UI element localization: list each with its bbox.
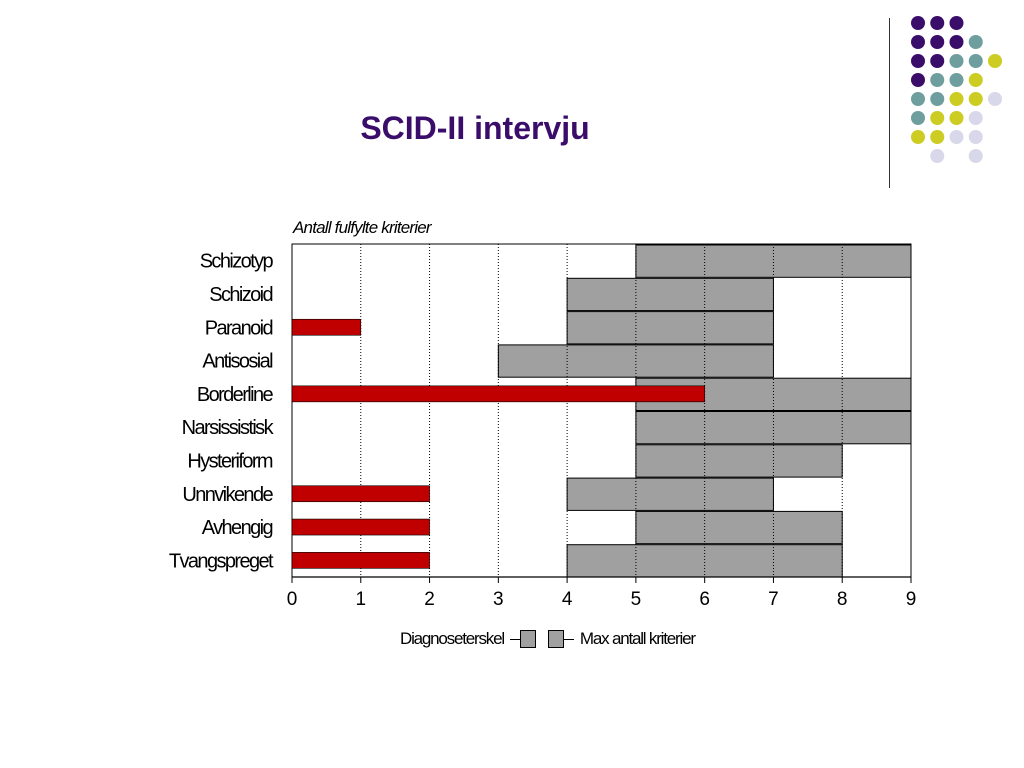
- decorative-dot: [911, 111, 925, 125]
- decorative-dot: [930, 111, 945, 125]
- x-tick-label: 4: [562, 589, 573, 610]
- decorative-dot: [911, 73, 925, 87]
- decorative-dot: [949, 35, 964, 49]
- value-bar: [291, 318, 362, 336]
- decorative-dot: [911, 35, 925, 49]
- range-bar: [635, 510, 843, 545]
- decorative-dot: [988, 92, 1002, 106]
- category-label: Schizotyp: [200, 251, 274, 273]
- category-label: Borderline: [197, 384, 274, 406]
- x-tick-label: 9: [906, 589, 917, 610]
- decorative-dot: [911, 16, 925, 30]
- x-tick-label: 8: [837, 589, 848, 610]
- range-bar: [566, 477, 774, 511]
- category-label: Narsissistisk: [182, 417, 275, 439]
- x-tick-label: 6: [699, 589, 710, 610]
- value-bar: [291, 385, 705, 403]
- decorative-dot: [911, 92, 925, 106]
- value-bar: [291, 518, 430, 536]
- decorative-dot-grid: [911, 16, 1002, 163]
- range-bar: [635, 244, 912, 278]
- range-bar: [566, 544, 843, 578]
- decorative-dot: [949, 130, 964, 144]
- value-bar: [291, 552, 430, 569]
- decorative-divider: [889, 18, 890, 188]
- value-bar: [291, 485, 430, 503]
- decorative-dot: [968, 130, 983, 144]
- decorative-dot: [968, 111, 983, 125]
- legend-label-max: Max antall kriterier: [579, 629, 696, 648]
- category-label: Hysteriform: [187, 450, 273, 472]
- decorative-dot: [930, 16, 945, 30]
- decorative-dot: [949, 54, 964, 68]
- x-tick-label: 7: [768, 589, 779, 610]
- decorative-dot: [949, 111, 964, 125]
- category-label: Schizoid: [209, 284, 272, 306]
- x-tick-label: 3: [493, 589, 504, 610]
- range-bar: [635, 444, 843, 478]
- legend-label-threshold: Diagnoseterskel: [400, 629, 505, 648]
- x-tick-label: 2: [424, 589, 435, 610]
- range-bar: [566, 277, 774, 312]
- decorative-dot: [930, 35, 945, 49]
- decorative-dot: [988, 54, 1002, 68]
- range-bar: [566, 311, 774, 345]
- decorative-dot: [930, 92, 945, 106]
- chart-title: Antall fulfylte kriterier: [292, 218, 433, 237]
- decorative-dot: [911, 54, 925, 68]
- category-label: Avhengig: [202, 517, 273, 539]
- decorative-dot: [968, 92, 983, 106]
- category-label: Unnvikende: [182, 484, 273, 506]
- x-tick-label: 1: [355, 589, 366, 610]
- decorative-dot: [949, 92, 964, 106]
- decorative-dot: [949, 16, 964, 30]
- decorative-dot: [949, 73, 964, 87]
- decorative-dot: [930, 54, 945, 68]
- category-label: Paranoid: [205, 317, 273, 339]
- category-label: Tvangspreget: [169, 550, 274, 572]
- decorative-dot: [911, 130, 925, 144]
- decorative-dot: [930, 73, 945, 87]
- x-tick-label: 5: [631, 589, 642, 610]
- chart-legend: Diagnoseterskel Max antall kriterier: [400, 628, 696, 650]
- legend-marker-threshold: [509, 630, 536, 648]
- category-label: Antisosial: [202, 351, 273, 373]
- decorative-dot: [930, 130, 945, 144]
- decorative-dot: [968, 54, 983, 68]
- decorative-dot: [930, 149, 945, 163]
- criteria-bar-chart: Antall fulfylte kriterier Schizotyp Schiz…: [169, 218, 917, 610]
- decorative-dot: [968, 149, 983, 163]
- decorative-dot: [968, 35, 983, 49]
- decorative-dot: [968, 73, 983, 87]
- x-tick-label: 0: [287, 589, 298, 610]
- legend-marker-max: [547, 630, 574, 648]
- slide-title: SCID-II intervju: [360, 110, 590, 146]
